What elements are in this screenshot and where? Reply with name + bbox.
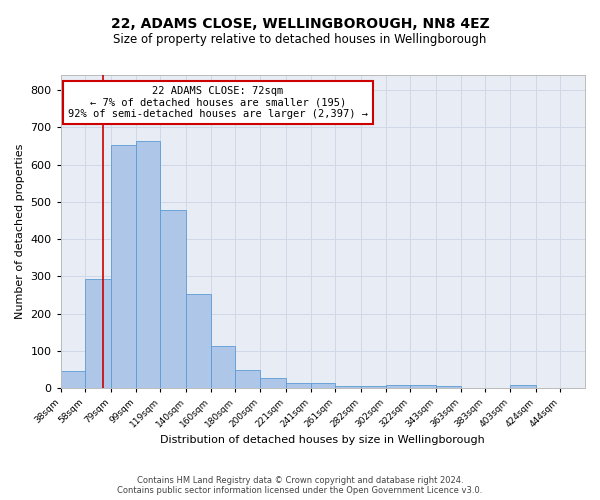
- Text: 22 ADAMS CLOSE: 72sqm
← 7% of detached houses are smaller (195)
92% of semi-deta: 22 ADAMS CLOSE: 72sqm ← 7% of detached h…: [68, 86, 368, 119]
- Bar: [61, 371, 85, 388]
- Bar: [361, 386, 386, 388]
- Bar: [235, 370, 260, 388]
- Bar: [85, 279, 111, 388]
- Bar: [186, 294, 211, 388]
- Bar: [410, 386, 436, 388]
- Bar: [211, 346, 235, 389]
- Text: Size of property relative to detached houses in Wellingborough: Size of property relative to detached ho…: [113, 32, 487, 46]
- Bar: [160, 210, 186, 388]
- X-axis label: Distribution of detached houses by size in Wellingborough: Distribution of detached houses by size …: [160, 435, 485, 445]
- Bar: [386, 386, 410, 388]
- Bar: [510, 386, 536, 388]
- Bar: [136, 141, 160, 388]
- Bar: [260, 378, 286, 388]
- Text: Contains public sector information licensed under the Open Government Licence v3: Contains public sector information licen…: [118, 486, 482, 495]
- Text: Contains HM Land Registry data © Crown copyright and database right 2024.: Contains HM Land Registry data © Crown c…: [137, 476, 463, 485]
- Bar: [335, 386, 361, 388]
- Bar: [436, 386, 461, 388]
- Text: 22, ADAMS CLOSE, WELLINGBOROUGH, NN8 4EZ: 22, ADAMS CLOSE, WELLINGBOROUGH, NN8 4EZ: [110, 18, 490, 32]
- Y-axis label: Number of detached properties: Number of detached properties: [15, 144, 25, 320]
- Bar: [311, 384, 335, 388]
- Bar: [111, 146, 136, 388]
- Bar: [286, 382, 311, 388]
